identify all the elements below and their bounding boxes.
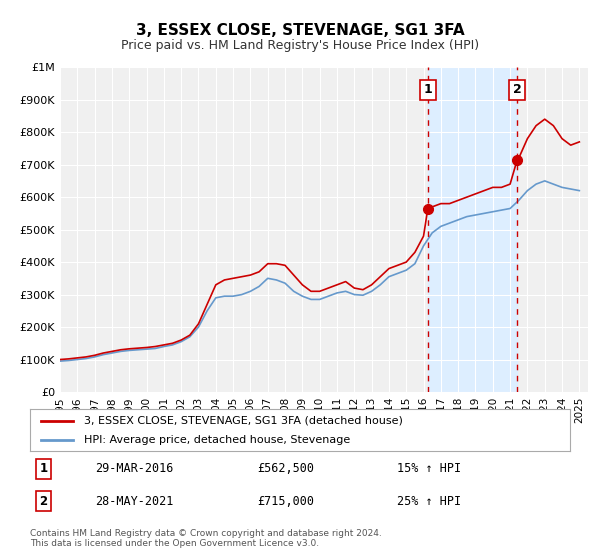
Text: 25% ↑ HPI: 25% ↑ HPI: [397, 494, 461, 508]
Text: 3, ESSEX CLOSE, STEVENAGE, SG1 3FA (detached house): 3, ESSEX CLOSE, STEVENAGE, SG1 3FA (deta…: [84, 416, 403, 426]
Text: HPI: Average price, detached house, Stevenage: HPI: Average price, detached house, Stev…: [84, 435, 350, 445]
Text: 28-MAY-2021: 28-MAY-2021: [95, 494, 173, 508]
Text: 29-MAR-2016: 29-MAR-2016: [95, 463, 173, 475]
Text: Contains HM Land Registry data © Crown copyright and database right 2024.: Contains HM Land Registry data © Crown c…: [30, 529, 382, 538]
Bar: [428, 67, 517, 392]
Text: £715,000: £715,000: [257, 494, 314, 508]
Text: 1: 1: [40, 463, 47, 475]
Text: 1: 1: [424, 83, 432, 96]
Text: 2: 2: [40, 494, 47, 508]
Text: 2: 2: [513, 83, 521, 96]
Text: This data is licensed under the Open Government Licence v3.0.: This data is licensed under the Open Gov…: [30, 539, 319, 548]
Text: 15% ↑ HPI: 15% ↑ HPI: [397, 463, 461, 475]
Text: £562,500: £562,500: [257, 463, 314, 475]
Text: 3, ESSEX CLOSE, STEVENAGE, SG1 3FA: 3, ESSEX CLOSE, STEVENAGE, SG1 3FA: [136, 24, 464, 38]
Text: Price paid vs. HM Land Registry's House Price Index (HPI): Price paid vs. HM Land Registry's House …: [121, 39, 479, 53]
